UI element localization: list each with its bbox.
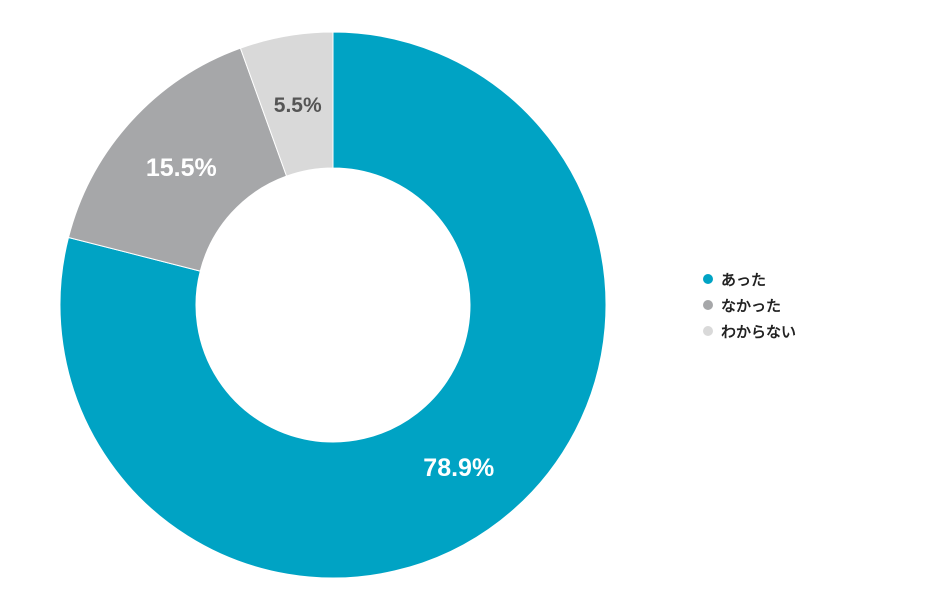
- legend: あった なかった わからない: [703, 266, 796, 344]
- legend-label: あった: [721, 271, 767, 289]
- data-label-2: 5.5%: [274, 94, 322, 117]
- data-label-1: 15.5%: [146, 154, 217, 182]
- legend-swatch-icon: [703, 274, 713, 284]
- legend-item-2: わからない: [703, 318, 796, 344]
- legend-label: なかった: [721, 297, 782, 315]
- legend-label: わからない: [721, 323, 797, 341]
- donut-slice-0: [59, 31, 607, 579]
- data-label-0: 78.9%: [423, 454, 494, 482]
- donut-slice-2: [239, 31, 334, 177]
- legend-swatch-icon: [703, 300, 713, 310]
- donut-slice-1: [67, 47, 288, 272]
- legend-swatch-icon: [703, 326, 713, 336]
- legend-item-0: あった: [703, 266, 796, 292]
- legend-item-1: なかった: [703, 292, 796, 318]
